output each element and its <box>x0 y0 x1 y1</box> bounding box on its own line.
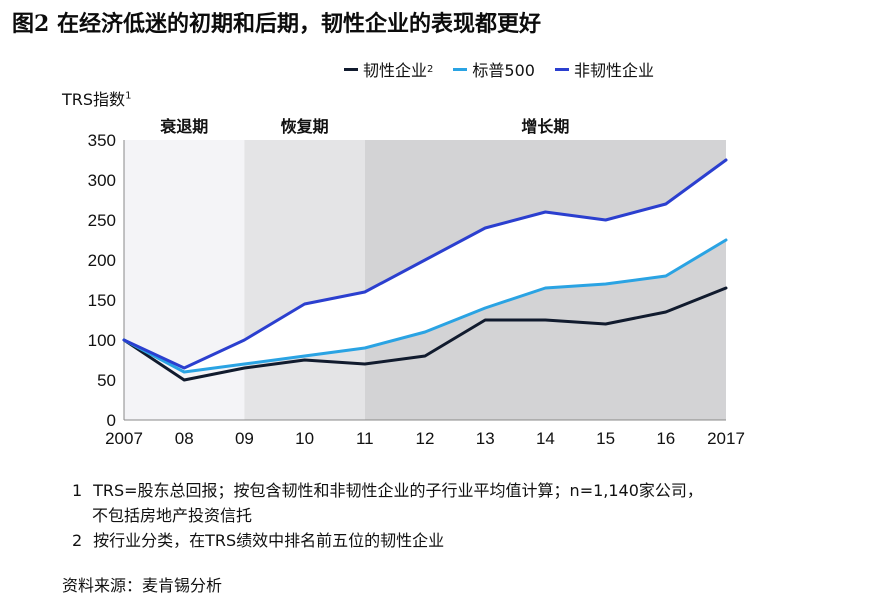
x-tick-label: 2007 <box>105 429 143 448</box>
phase-label-2: 增长期 <box>521 117 569 136</box>
phase-label-0: 衰退期 <box>159 117 208 136</box>
footnotes: 1 TRS=股东总回报；按包含韧性和非韧性企业的子行业平均值计算；n=1,140… <box>72 478 703 553</box>
source-note: 资料来源：麦肯锡分析 <box>62 576 223 595</box>
phase-band-0 <box>124 140 245 420</box>
legend-note-resilient: 2 <box>427 63 434 75</box>
y-tick-label: 350 <box>88 131 116 150</box>
footnote-1-line-1: TRS=股东总回报；按包含韧性和非韧性企业的子行业平均值计算；n=1,140家公… <box>93 481 703 500</box>
legend-label-resilient: 韧性企业 <box>363 61 428 80</box>
footnote-1-line-2: 不包括房地产投资信托 <box>92 506 253 525</box>
legend-swatch-nonresilient <box>554 67 569 71</box>
phase-label-1: 恢复期 <box>281 117 329 136</box>
footnote-1-continued: 不包括房地产投资信托 <box>72 503 703 528</box>
chart-title: 图2 在经济低迷的初期和后期，韧性企业的表现都更好 <box>12 11 541 37</box>
x-tick-label: 10 <box>295 429 314 448</box>
legend-label-nonresilient: 非韧性企业 <box>573 61 654 80</box>
x-tick-label: 09 <box>235 429 254 448</box>
footnote-2: 2 按行业分类，在TRS绩效中排名前五位的韧性企业 <box>72 528 703 553</box>
y-axis-label: TRS指数1 <box>62 86 131 110</box>
y-tick-label: 150 <box>88 291 116 310</box>
y-tick-label: 0 <box>107 411 116 430</box>
y-tick-label: 300 <box>88 171 116 190</box>
footnote-2-line-1: 按行业分类，在TRS绩效中排名前五位的韧性企业 <box>93 531 445 550</box>
phase-band-1 <box>244 140 365 420</box>
y-tick-label: 250 <box>88 211 116 230</box>
series-line-2 <box>122 158 728 370</box>
x-tick-label: 2017 <box>707 429 745 448</box>
footnote-1: 1 TRS=股东总回报；按包含韧性和非韧性企业的子行业平均值计算；n=1,140… <box>72 478 703 503</box>
legend-item-sp500: 标普500 <box>453 57 535 81</box>
y-tick-label: 200 <box>88 251 116 270</box>
x-tick-label: 08 <box>175 429 194 448</box>
x-tick-label: 14 <box>536 429 555 448</box>
footnote-2-number: 2 <box>72 531 83 550</box>
legend-label-sp500: 标普500 <box>472 61 535 80</box>
legend-item-resilient: 韧性企业 2 <box>344 57 433 81</box>
x-tick-label: 13 <box>476 429 495 448</box>
x-tick-label: 16 <box>656 429 675 448</box>
legend-swatch-resilient <box>344 67 358 71</box>
x-tick-label: 11 <box>356 429 374 448</box>
x-tick-label: 12 <box>416 429 435 448</box>
footnote-1-number: 1 <box>72 481 83 500</box>
series-line-0 <box>122 286 728 382</box>
y-tick-label: 50 <box>97 371 116 390</box>
chart-legend: 韧性企业 2 标普500 非韧性企业 <box>344 58 674 80</box>
y-axis-label-note: 1 <box>125 90 132 102</box>
x-tick-label: 15 <box>596 429 615 448</box>
gap-fill-area <box>124 160 726 372</box>
legend-swatch-sp500 <box>453 67 468 71</box>
y-axis-label-text: TRS指数 <box>62 90 126 109</box>
series-line-1 <box>122 238 728 374</box>
y-tick-label: 100 <box>88 331 116 350</box>
legend-item-nonresilient: 非韧性企业 <box>554 57 654 81</box>
